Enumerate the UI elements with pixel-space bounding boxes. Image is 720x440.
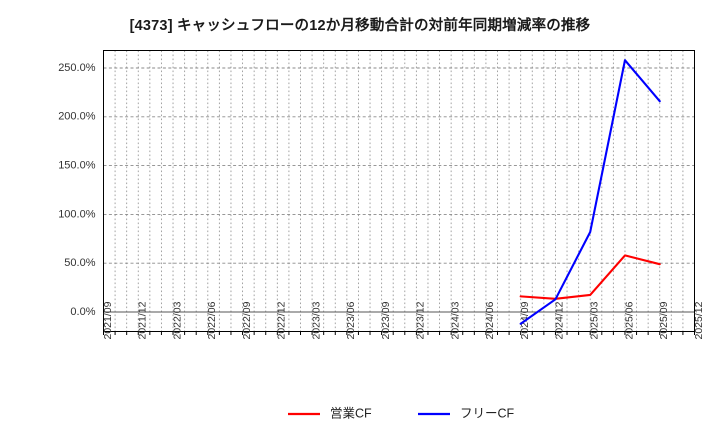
y-tick-label: 250.0%	[58, 62, 96, 74]
y-axis-tick-labels: 0.0% 50.0% 100.0% 150.0% 200.0% 250.0%	[58, 62, 96, 318]
x-tick-label: 2021/12	[137, 301, 149, 339]
plot-frame	[103, 50, 695, 332]
x-tick-label: 2024/06	[484, 301, 496, 339]
x-tick-label: 2023/06	[345, 301, 357, 339]
series-line	[519, 254, 661, 300]
x-tick-label: 2023/03	[310, 301, 322, 339]
x-tick-label: 2025/12	[693, 301, 705, 339]
x-tick-label: 2022/12	[276, 301, 288, 339]
x-tick-label: 2022/06	[206, 301, 218, 339]
series-line	[519, 59, 661, 325]
x-tick-label: 2025/03	[588, 301, 600, 339]
horizontal-gridlines	[103, 67, 695, 313]
data-series-lines	[519, 59, 661, 325]
x-tick-label: 2023/12	[415, 301, 427, 339]
chart-legend: 営業CF フリーCF	[288, 405, 515, 420]
x-tick-label: 2024/03	[449, 301, 461, 339]
axis-tickmarks	[103, 331, 695, 335]
chart-title: [4373] キャッシュフローの12か月移動合計の対前年同期増減率の推移	[129, 18, 591, 34]
legend-label: 営業CF	[330, 405, 372, 420]
vertical-gridlines	[114, 50, 684, 332]
x-tick-label: 2022/09	[241, 301, 253, 339]
x-tick-label: 2025/06	[623, 301, 635, 339]
x-tick-label: 2022/03	[171, 301, 183, 339]
x-axis-tick-labels: 2021/09 2021/12 2022/03 2022/06 2022/09 2022/…	[102, 301, 705, 339]
y-tick-label: 0.0%	[70, 306, 95, 318]
x-tick-label: 2025/09	[658, 301, 670, 339]
y-tick-label: 200.0%	[58, 111, 96, 123]
y-tick-label: 50.0%	[64, 257, 95, 269]
legend-label: フリーCF	[460, 406, 515, 420]
x-tick-label: 2021/09	[102, 301, 114, 339]
y-tick-label: 100.0%	[58, 208, 96, 220]
y-tick-label: 150.0%	[58, 160, 96, 172]
x-tick-label: 2023/09	[380, 301, 392, 339]
x-tick-label: 2024/12	[554, 301, 566, 339]
